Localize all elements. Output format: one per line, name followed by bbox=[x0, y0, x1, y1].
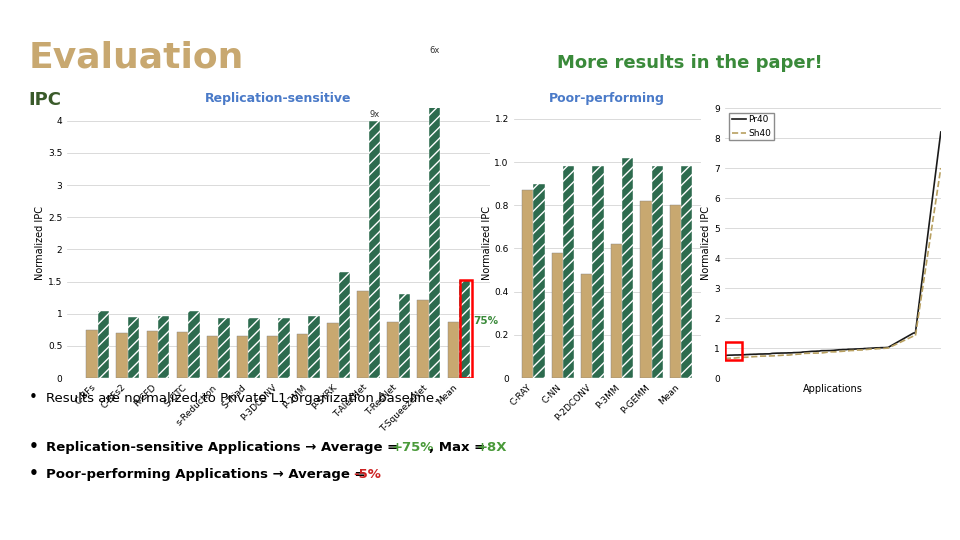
Bar bbox=[447, 322, 459, 378]
Bar bbox=[592, 166, 604, 378]
Text: 9x: 9x bbox=[370, 110, 379, 119]
Bar bbox=[418, 300, 429, 378]
Text: IPC: IPC bbox=[29, 91, 61, 109]
Bar bbox=[357, 291, 369, 378]
Pr40 bbox=[719, 352, 731, 359]
Bar bbox=[188, 310, 200, 378]
Y-axis label: Normalized IPC: Normalized IPC bbox=[36, 206, 45, 280]
Title: Replication-sensitive: Replication-sensitive bbox=[205, 92, 351, 105]
Bar bbox=[237, 336, 249, 378]
Text: •: • bbox=[29, 439, 38, 454]
Bar bbox=[460, 280, 472, 378]
Pr40 bbox=[764, 350, 776, 357]
Bar bbox=[387, 322, 398, 378]
Bar bbox=[86, 330, 98, 378]
Bar bbox=[429, 57, 441, 378]
Bar bbox=[206, 336, 218, 378]
Line: Sh40: Sh40 bbox=[725, 168, 941, 359]
Pr40 bbox=[935, 129, 947, 135]
Sh40 bbox=[935, 165, 947, 171]
Bar bbox=[308, 316, 320, 378]
Text: +75%: +75% bbox=[392, 441, 434, 454]
Text: 75%: 75% bbox=[473, 316, 498, 326]
Text: Results are normalized to Private L1 organization baseline.: Results are normalized to Private L1 org… bbox=[46, 392, 439, 406]
Sh40 bbox=[868, 346, 879, 352]
Bar bbox=[563, 166, 574, 378]
Bar bbox=[681, 166, 692, 378]
Bar bbox=[670, 205, 681, 378]
Pr40 bbox=[839, 346, 851, 353]
Bar bbox=[327, 323, 339, 378]
Sh40 bbox=[890, 341, 901, 348]
Bar bbox=[116, 333, 128, 378]
Bar bbox=[339, 272, 350, 378]
Bar bbox=[640, 201, 652, 378]
Text: -5%: -5% bbox=[353, 468, 381, 481]
Bar bbox=[98, 310, 109, 378]
Bar bbox=[581, 274, 592, 378]
Bar bbox=[622, 158, 634, 378]
Title: Poor-performing: Poor-performing bbox=[549, 92, 665, 105]
Text: , Max =: , Max = bbox=[429, 441, 490, 454]
Text: •: • bbox=[29, 390, 37, 406]
Bar bbox=[552, 253, 563, 378]
Bar bbox=[267, 336, 278, 378]
Sh40 bbox=[778, 352, 789, 359]
Pr40 bbox=[890, 340, 901, 347]
Bar bbox=[297, 334, 308, 378]
Text: Replication-sensitive Applications → Average =: Replication-sensitive Applications → Ave… bbox=[46, 441, 403, 454]
Text: +8X: +8X bbox=[477, 441, 508, 454]
Bar bbox=[278, 318, 290, 378]
Text: Evaluation: Evaluation bbox=[29, 40, 244, 75]
Bar bbox=[398, 294, 410, 378]
Text: Poor-performing Applications → Average =: Poor-performing Applications → Average = bbox=[46, 468, 371, 481]
Pr40 bbox=[868, 345, 879, 352]
Pr40 bbox=[927, 186, 939, 193]
Sh40 bbox=[719, 355, 731, 362]
Text: •: • bbox=[29, 466, 38, 481]
Bar bbox=[369, 121, 380, 378]
X-axis label: Applications: Applications bbox=[803, 383, 863, 394]
Bar bbox=[249, 318, 260, 378]
Legend: Pr40, Sh40: Pr40, Sh40 bbox=[730, 112, 774, 140]
Sh40 bbox=[927, 213, 939, 219]
Bar bbox=[652, 166, 662, 378]
Text: 6x: 6x bbox=[429, 46, 440, 55]
Y-axis label: Normalized IPC: Normalized IPC bbox=[482, 206, 492, 280]
Bar bbox=[459, 280, 470, 378]
Bar bbox=[128, 317, 139, 378]
Text: More results in the paper!: More results in the paper! bbox=[557, 53, 823, 71]
Pr40 bbox=[778, 350, 789, 356]
Text: 10: 10 bbox=[918, 502, 935, 516]
Bar bbox=[177, 332, 188, 378]
Sh40 bbox=[839, 348, 851, 354]
Bar bbox=[147, 331, 158, 378]
Bar bbox=[725, 342, 742, 360]
Bar bbox=[218, 318, 229, 378]
Sh40 bbox=[764, 353, 776, 359]
Bar bbox=[522, 190, 534, 378]
Bar bbox=[158, 316, 170, 378]
Y-axis label: Normalized IPC: Normalized IPC bbox=[702, 206, 711, 280]
Line: Pr40: Pr40 bbox=[725, 132, 941, 355]
Bar bbox=[534, 184, 544, 378]
Bar bbox=[611, 244, 622, 378]
